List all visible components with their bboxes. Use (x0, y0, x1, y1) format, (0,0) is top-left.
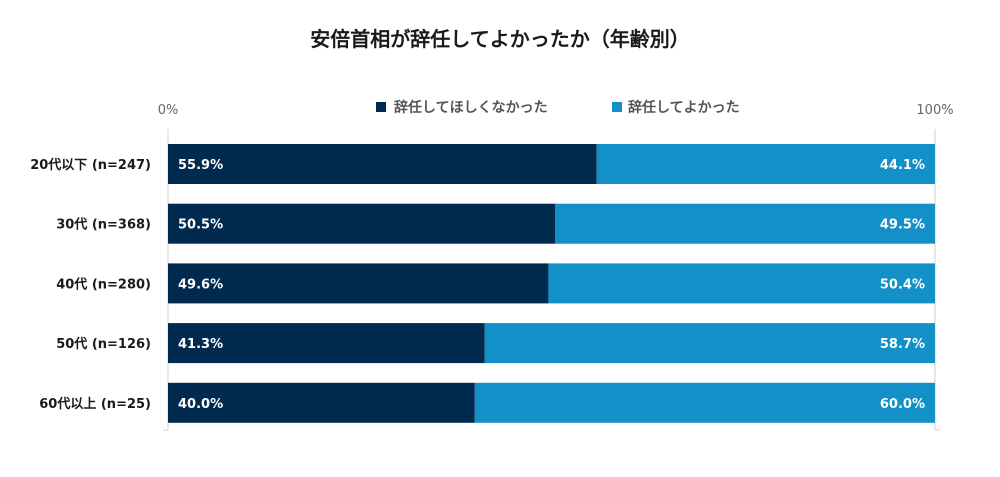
category-label-4: 60代以上 (n=25) (39, 396, 151, 412)
data-label-0-0: 55.9% (178, 158, 223, 173)
bar-1-3 (484, 323, 935, 364)
legend-swatch-0 (376, 102, 386, 112)
bar-0-2 (168, 263, 549, 304)
x-tick-100: 100% (916, 103, 953, 118)
legend-swatch-1 (612, 102, 622, 112)
legend-label-1: 辞任してよかった (628, 99, 740, 116)
data-label-0-1: 50.5% (178, 218, 223, 233)
data-label-0-3: 41.3% (178, 337, 223, 352)
bars: 20代以下 (n=247) 55.9% 44.1% 30代 (n=368) 50.5% 4… (30, 144, 935, 423)
legend: 辞任してほしくなかった 辞任してよかった (376, 99, 740, 116)
data-label-1-4: 60.0% (880, 397, 925, 412)
bar-0-4 (168, 382, 475, 423)
category-label-1: 30代 (n=368) (56, 217, 151, 233)
bar-0-1 (168, 203, 556, 244)
chart-title: 安倍首相が辞任してよかったか（年齢別） (310, 27, 689, 51)
category-label-3: 50代 (n=126) (56, 336, 151, 352)
data-label-1-0: 44.1% (880, 158, 925, 173)
category-label-0: 20代以下 (n=247) (30, 157, 151, 173)
x-tick-0: 0% (158, 103, 179, 118)
bar-0-0 (168, 144, 597, 184)
bar-1-1 (555, 203, 935, 244)
bar-1-4 (474, 382, 935, 423)
category-label-2: 40代 (n=280) (56, 276, 151, 292)
data-label-0-2: 49.6% (178, 277, 223, 292)
bar-1-2 (548, 263, 935, 304)
bar-1-0 (596, 144, 935, 184)
bar-0-3 (168, 323, 485, 364)
legend-label-0: 辞任してほしくなかった (394, 99, 548, 116)
data-label-1-2: 50.4% (880, 277, 925, 292)
data-label-0-4: 40.0% (178, 397, 223, 412)
data-label-1-3: 58.7% (880, 337, 925, 352)
data-label-1-1: 49.5% (880, 218, 925, 233)
